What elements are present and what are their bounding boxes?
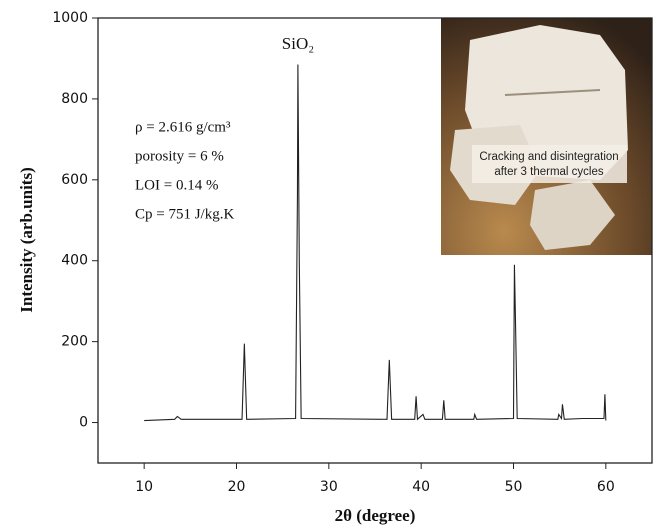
x-tick-label: 30 — [320, 479, 338, 495]
x-tick-label: 20 — [228, 479, 246, 495]
plot-frame — [97, 17, 653, 464]
y-tick-label: 600 — [61, 172, 88, 188]
property-text: Cp = 751 J/kg.K — [135, 206, 234, 222]
property-text: LOI = 0.14 % — [135, 177, 218, 193]
photo-caption: Cracking and disintegration — [479, 151, 618, 163]
x-axis-label: 2θ (degree) — [335, 506, 416, 525]
y-tick-label: 0 — [79, 415, 88, 431]
x-tick-label: 10 — [135, 479, 153, 495]
y-tick-label: 800 — [61, 91, 88, 107]
photo-inset: Cracking and disintegration after 3 ther… — [441, 18, 652, 255]
y-tick-label: 200 — [61, 334, 88, 350]
photo-caption: after 3 thermal cycles — [494, 166, 604, 178]
x-tick-label: 50 — [505, 479, 523, 495]
y-axis-label: Intensity (arb.units) — [17, 167, 36, 312]
x-tick-label: 40 — [412, 479, 430, 495]
property-text: ρ = 2.616 g/cm³ — [135, 119, 231, 135]
data-line — [144, 64, 607, 422]
peak-label: SiO₂ — [282, 34, 314, 53]
property-text: porosity = 6 % — [135, 148, 224, 164]
y-tick-label: 400 — [61, 253, 88, 269]
y-tick-label: 1000 — [52, 10, 88, 26]
x-tick-label: 60 — [597, 479, 615, 495]
